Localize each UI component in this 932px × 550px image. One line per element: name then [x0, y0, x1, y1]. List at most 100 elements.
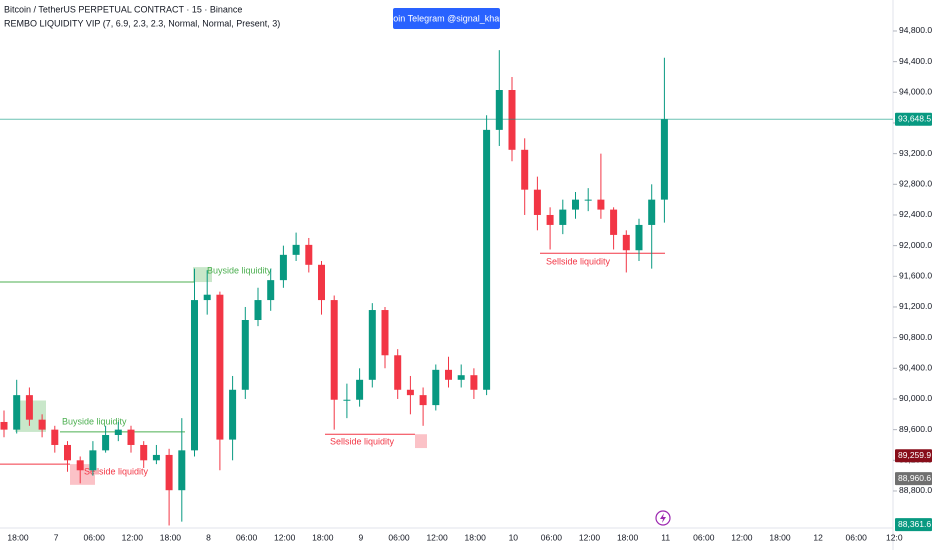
candle-body	[622, 234, 630, 251]
x-tick-label: 06:00	[693, 532, 715, 542]
candle-body	[25, 395, 33, 420]
candle-body	[419, 395, 427, 406]
x-tick-label: 06:00	[846, 532, 868, 542]
candle-body	[445, 369, 452, 380]
candle-body	[203, 294, 211, 301]
price-tag-label: 88,361.6	[898, 519, 931, 529]
telegram-button-label[interactable]: Join Telegram @signal_khan	[389, 13, 505, 23]
candle-body	[356, 379, 364, 400]
candle-body	[648, 199, 656, 225]
candle-body	[178, 450, 186, 491]
x-tick-label: 18:00	[7, 532, 29, 542]
y-tick-label: 90,000.0	[899, 393, 932, 403]
candle-body	[279, 254, 287, 281]
y-tick-label: 89,600.0	[899, 424, 932, 434]
candle-body	[457, 375, 465, 380]
x-tick-label: 12:00	[579, 532, 601, 542]
candle-body	[191, 300, 198, 451]
candle-body	[597, 199, 605, 210]
candle-body	[318, 264, 325, 301]
candle-body	[102, 435, 110, 451]
candle-body	[140, 444, 148, 461]
candle-body	[64, 444, 71, 461]
candle-body	[572, 199, 579, 210]
candle-body	[0, 421, 8, 430]
candle-body	[559, 209, 567, 225]
candle-body	[406, 389, 414, 396]
candle-body	[305, 244, 313, 265]
x-tick-label: 06:00	[388, 532, 410, 542]
candle-body	[38, 419, 46, 430]
candle-body	[241, 320, 249, 390]
liquidity-label: Buyside liquidity	[207, 265, 272, 275]
y-tick-label: 94,800.0	[899, 25, 932, 35]
price-tag-label: 93,648.5	[898, 114, 931, 124]
y-tick-label: 92,000.0	[899, 240, 932, 250]
icon-circle[interactable]	[655, 510, 671, 526]
candle-body	[495, 90, 503, 130]
candle-body	[216, 294, 224, 440]
x-tick-label: 18:00	[160, 532, 182, 542]
liquidity-label: Sellside liquidity	[84, 466, 149, 476]
x-tick-label: 06:00	[541, 532, 563, 542]
x-tick-label: 12:00	[274, 532, 296, 542]
price-tag	[895, 112, 932, 126]
price-tag	[895, 518, 932, 532]
indicator-label: REMBO LIQUIDITY VIP (7, 6.9, 2.3, 2.3, N…	[4, 18, 280, 28]
price-tag	[895, 472, 932, 486]
x-tick-label: 8	[206, 532, 211, 542]
price-tag	[895, 449, 932, 463]
y-tick-label: 90,400.0	[899, 363, 932, 373]
x-tick-label: 11	[661, 532, 670, 542]
candle-body	[343, 399, 351, 401]
y-tick-label: 93,200.0	[899, 148, 932, 158]
price-tag-label: 88,960.6	[898, 473, 931, 483]
candle-body	[152, 454, 160, 461]
candle-body	[470, 375, 478, 390]
candle-body	[76, 460, 84, 471]
x-tick-label: 12:00	[426, 532, 448, 542]
y-tick-label: 91,600.0	[899, 271, 932, 281]
candle-body	[368, 310, 376, 380]
x-tick-label: 18:00	[769, 532, 791, 542]
y-tick-label: 90,800.0	[899, 332, 932, 342]
candle-body	[114, 429, 122, 436]
candle-body	[635, 224, 643, 251]
candle-body	[394, 355, 402, 390]
y-tick-label: 92,400.0	[899, 209, 932, 219]
icon-bolt[interactable]	[660, 513, 666, 523]
candle-body	[51, 429, 59, 445]
x-tick-label: 12:00	[731, 532, 753, 542]
replay-icon[interactable]	[655, 510, 671, 526]
x-tick-label: 12:0	[886, 532, 903, 542]
candle-body	[610, 209, 618, 235]
y-tick-label: 92,800.0	[899, 179, 932, 189]
telegram-button[interactable]	[393, 8, 500, 29]
liquidity-label: Sellside liquidity	[330, 436, 395, 446]
liquidity-box	[415, 434, 427, 449]
liquidity-box	[70, 464, 95, 485]
x-tick-label: 18:00	[312, 532, 334, 542]
candle-body	[229, 389, 237, 440]
candle-body	[381, 310, 389, 356]
candle-body	[432, 369, 440, 406]
x-tick-label: 10	[509, 532, 519, 542]
liquidity-label: Buyside liquidity	[62, 416, 127, 426]
candle-body	[660, 119, 668, 200]
x-tick-label: 18:00	[617, 532, 639, 542]
y-tick-label: 88,800.0	[899, 485, 932, 495]
candle-body	[483, 129, 491, 390]
x-tick-label: 9	[359, 532, 364, 542]
candle-body	[254, 300, 262, 321]
y-tick-label: 94,000.0	[899, 87, 932, 97]
chart-title: Bitcoin / TetherUS PERPETUAL CONTRACT · …	[4, 4, 242, 14]
x-tick-label: 06:00	[236, 532, 258, 542]
candle-body	[127, 429, 135, 445]
candle-body	[521, 149, 529, 190]
y-tick-label: 91,200.0	[899, 301, 932, 311]
candle-body	[533, 189, 541, 215]
x-tick-label: 12	[813, 532, 823, 542]
candle-body	[165, 454, 173, 491]
